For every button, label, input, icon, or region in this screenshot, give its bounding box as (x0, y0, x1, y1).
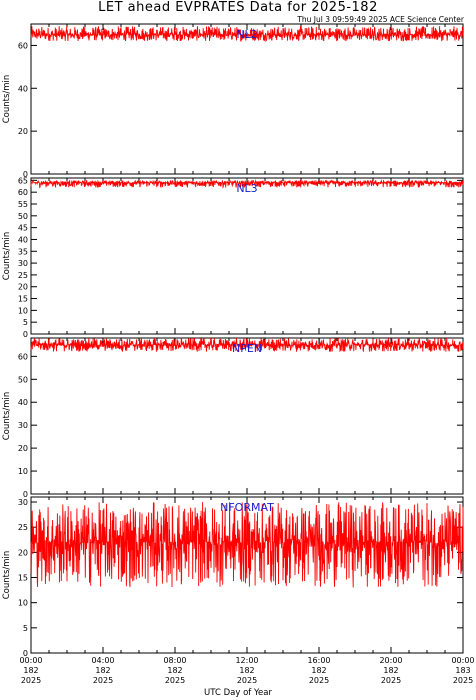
y-tick-label: 40 (18, 84, 28, 93)
y-tick-label: 45 (18, 224, 28, 233)
y-tick-label: 5 (23, 624, 28, 633)
series-line-npen (30, 337, 464, 353)
y-tick-label: 40 (18, 398, 28, 407)
y-tick-label: 0 (23, 649, 28, 658)
y-axis-label: Counts/min (2, 392, 12, 441)
x-tick-label: 00:00 (451, 656, 474, 665)
y-tick-label: 40 (18, 235, 28, 244)
x-tick-label: 182 (311, 666, 326, 675)
y-tick-label: 0 (23, 170, 28, 179)
series-line-nl3 (30, 178, 464, 189)
y-axis-label: Counts/min (2, 75, 12, 124)
x-tick-label: 00:00 (19, 656, 42, 665)
y-tick-label: 10 (18, 467, 28, 476)
y-tick-label: 30 (18, 421, 28, 430)
x-tick-label: 182 (383, 666, 398, 675)
x-tick-label: 183 (455, 666, 470, 675)
panel-nformat: 051015202530Counts/minNFORMAT00:00182202… (2, 496, 475, 685)
series-label: NPEN (232, 342, 262, 355)
y-tick-label: 30 (18, 498, 28, 507)
panel-nl2: 0 20 40 60 Counts/min NL2 (2, 23, 464, 179)
y-tick-label: 0 (23, 330, 28, 339)
y-tick-label: 15 (18, 295, 28, 304)
y-tick-label: 50 (18, 212, 28, 221)
y-tick-label: 25 (18, 271, 28, 280)
x-tick-label: 20:00 (379, 656, 402, 665)
plot-frame (30, 23, 464, 175)
y-tick-label: 20 (18, 548, 28, 557)
chart-title: LET ahead EVPRATES Data for 2025-182 (98, 0, 378, 15)
y-tick-label: 60 (18, 41, 28, 50)
y-tick-label: 10 (18, 306, 28, 315)
x-tick-label: 16:00 (307, 656, 330, 665)
y-tick-label: 20 (18, 444, 28, 453)
y-axis-label: Counts/min (2, 232, 12, 281)
y-tick-label: 50 (18, 375, 28, 384)
x-tick-label: 2025 (21, 676, 41, 685)
x-tick-label: 12:00 (235, 656, 258, 665)
x-tick-label: 08:00 (163, 656, 186, 665)
panel-nl3: 0 5 10 15 20 25 30 35 40 45 50 55 60 65 Counts/min NL3 (2, 176, 464, 339)
y-tick-label: 30 (18, 259, 28, 268)
x-tick-label: 2025 (381, 676, 401, 685)
y-tick-label: 25 (18, 523, 28, 532)
y-tick-label: 20 (18, 127, 28, 136)
series-label: NL3 (236, 182, 257, 195)
y-axis-label: Counts/min (2, 551, 12, 600)
x-tick-label: 182 (23, 666, 38, 675)
x-axis-title: UTC Day of Year (204, 688, 272, 698)
y-tick-label: 55 (18, 200, 28, 209)
y-tick-label: 35 (18, 247, 28, 256)
y-tick-label: 65 (18, 176, 28, 185)
y-tick-label: 60 (18, 352, 28, 361)
x-tick-label: 2025 (237, 676, 257, 685)
x-tick-label: 2025 (309, 676, 329, 685)
series-label: NL2 (236, 28, 257, 41)
y-tick-label: 10 (18, 599, 28, 608)
series-line-nformat (30, 502, 464, 588)
x-tick-label: 182 (239, 666, 254, 675)
generation-timestamp: Thu Jul 3 09:59:49 2025 ACE Science Cent… (297, 15, 464, 24)
plot-frame (30, 337, 464, 495)
x-tick-label: 2025 (453, 676, 473, 685)
plot-frame (30, 177, 464, 335)
x-tick-label: 04:00 (91, 656, 114, 665)
series-line-nl2 (30, 25, 464, 43)
x-tick-label: 182 (167, 666, 182, 675)
y-tick-label: 20 (18, 283, 28, 292)
x-tick-label: 182 (95, 666, 110, 675)
x-tick-label: 2025 (165, 676, 185, 685)
y-tick-label: 60 (18, 188, 28, 197)
series-label: NFORMAT (220, 501, 274, 514)
panel-npen: 0 10 20 30 40 50 60 Counts/min NPEN (2, 337, 464, 499)
y-tick-label: 5 (23, 318, 28, 327)
y-tick-label: 15 (18, 574, 28, 583)
x-tick-label: 2025 (93, 676, 113, 685)
y-tick-label: 0 (23, 490, 28, 499)
